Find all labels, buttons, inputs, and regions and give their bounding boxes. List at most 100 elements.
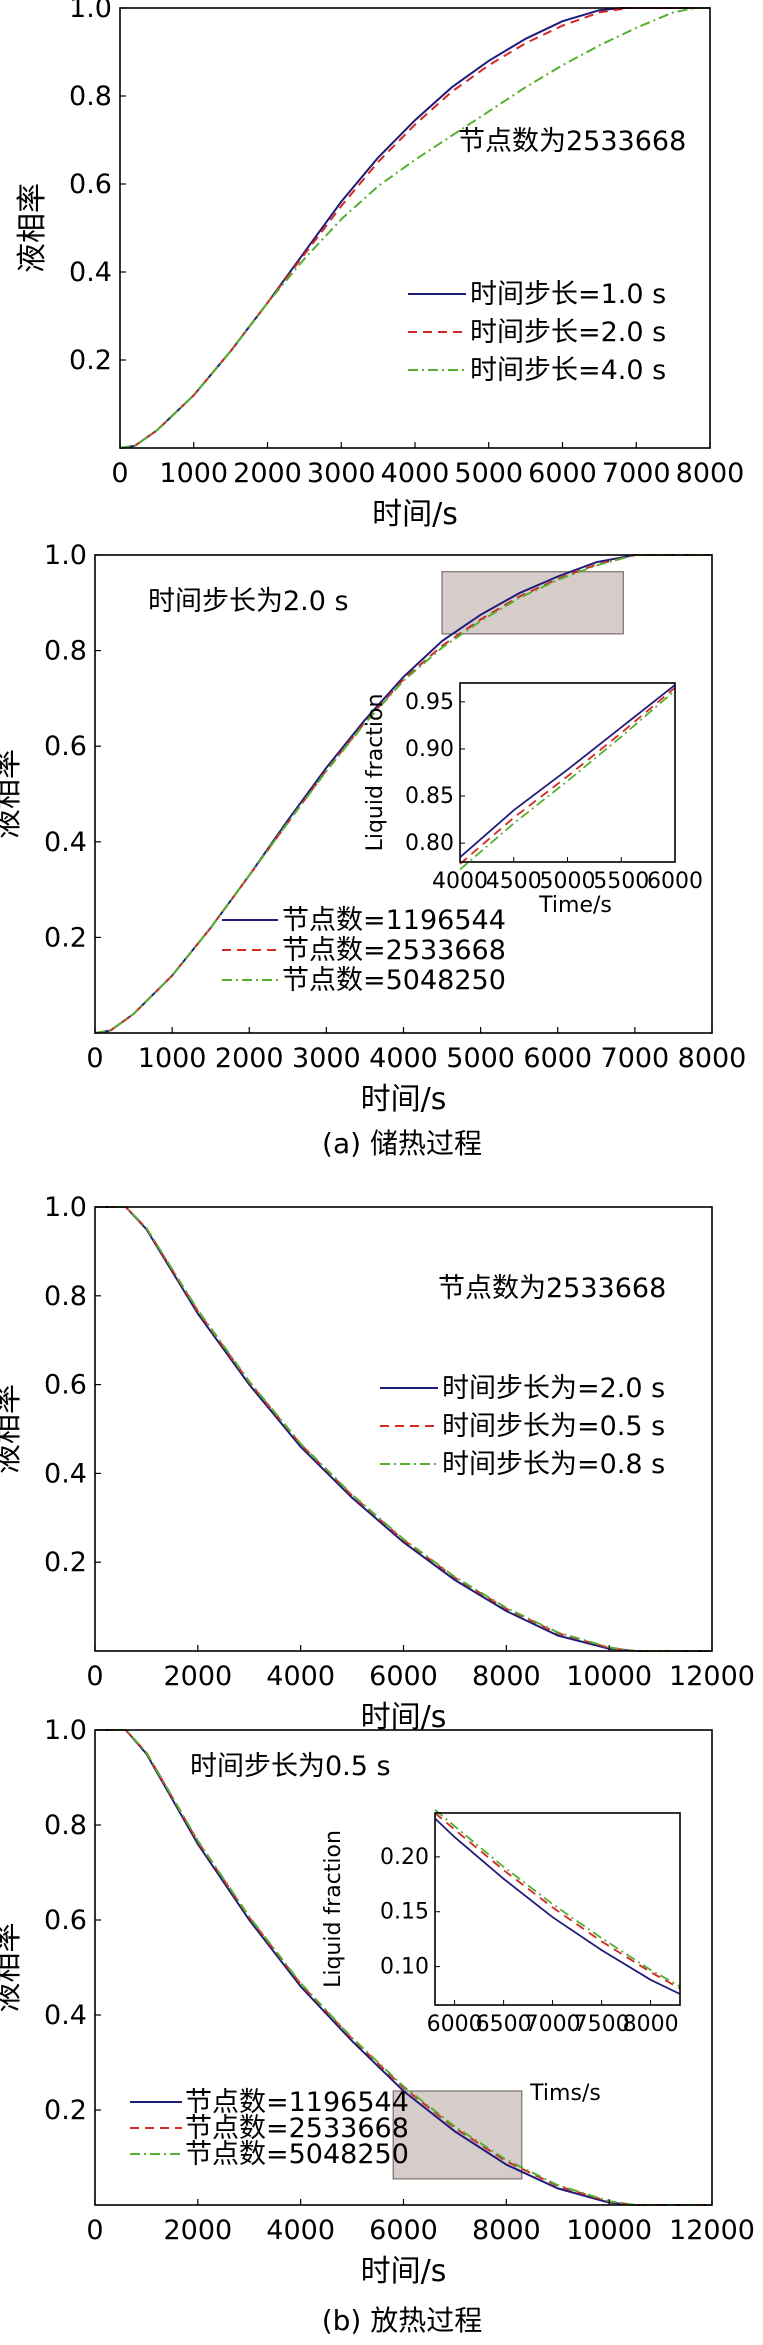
inset-frame: [434, 1812, 681, 2006]
x-tick-label: 12000: [669, 1661, 755, 1692]
zoom-region-box: [392, 2090, 523, 2180]
series-line-2: [95, 1729, 712, 2206]
inset-x-tick-label: 5500: [593, 869, 649, 894]
y-axis-label: 液相率: [0, 1384, 25, 1474]
inset-x-tick-label: 4000: [432, 869, 488, 894]
inset-series-line-1: [459, 684, 676, 858]
legend: 时间步长为=2.0 s 时间步长为=0.5 s 时间步长为=0.8 s: [380, 1373, 665, 1480]
inset-x-tick-label: 8000: [623, 2012, 679, 2037]
legend-label-2: 时间步长=2.0 s: [470, 317, 666, 348]
chart-annotation: 节点数为2533668: [438, 1273, 666, 1304]
legend-label-1: 时间步长=1.0 s: [470, 279, 666, 310]
y-tick-label: 0.4: [44, 1458, 87, 1489]
y-tick-label: 0.6: [69, 169, 112, 200]
inset-y-tick-label: 0.80: [405, 831, 454, 856]
x-tick-label: 2000: [163, 2215, 232, 2246]
inset-x-tick-label: 4500: [486, 869, 542, 894]
legend-label-2: 时间步长为=0.5 s: [442, 1411, 665, 1442]
x-tick-label: 4000: [266, 1661, 335, 1692]
x-tick-label: 2000: [215, 1043, 284, 1074]
inset-x-tick-label: 5000: [540, 869, 596, 894]
x-tick-label: 0: [86, 1043, 103, 1074]
figure-caption-2: (b) 放热过程: [322, 2304, 483, 2337]
y-tick-label: 0.6: [44, 1905, 87, 1936]
x-tick-label: 8000: [472, 1661, 541, 1692]
y-tick-label: 1.0: [69, 0, 112, 24]
inset-x-axis-label: Tims/s: [529, 2081, 601, 2106]
x-axis-label: 时间/s: [372, 497, 458, 532]
x-tick-label: 8000: [472, 2215, 541, 2246]
x-tick-label: 8000: [678, 1043, 747, 1074]
y-tick-label: 0.6: [44, 731, 87, 762]
chart-2: 0 1000 2000 3000 4000 5000 6000 7000 8000 0.2 0.4 0…: [0, 540, 746, 1117]
x-tick-label: 8000: [676, 458, 745, 489]
legend-label-3: 时间步长为=0.8 s: [442, 1449, 665, 1480]
y-tick-label: 1.0: [44, 540, 87, 571]
series-line-3: [94, 554, 712, 1034]
inset-y-tick-label: 0.10: [380, 1955, 429, 1980]
y-tick-label: 0.2: [44, 922, 87, 953]
x-tick-label: 5000: [454, 458, 523, 489]
y-tick-label: 0.2: [44, 1547, 87, 1578]
series-line-3: [95, 1729, 712, 2206]
x-tick-label: 7000: [602, 458, 671, 489]
x-tick-label: 12000: [669, 2215, 755, 2246]
legend-label-1: 时间步长为=2.0 s: [442, 1373, 665, 1404]
chart-annotation: 时间步长为0.5 s: [190, 1751, 391, 1782]
inset-series-line-2: [459, 687, 676, 865]
figure-caption-1: (a) 储热过程: [322, 1127, 482, 1160]
legend-label-2: 节点数=2533668: [282, 935, 506, 966]
inset-x-tick-label: 6000: [647, 869, 703, 894]
inset-y-axis-label: Liquid fraction: [321, 1830, 346, 1988]
inset-series-line-3: [459, 689, 676, 871]
y-tick-label: 0.4: [44, 2000, 87, 2031]
x-tick-label: 6000: [523, 1043, 592, 1074]
legend-label-3: 节点数=5048250: [185, 2139, 409, 2170]
inset-x-tick-label: 7000: [525, 2012, 581, 2037]
x-axis-label: 时间/s: [361, 1082, 447, 1117]
x-tick-label: 3000: [307, 458, 376, 489]
y-axis-label: 液相率: [0, 1923, 25, 2013]
x-tick-label: 3000: [292, 1043, 361, 1074]
chart-annotation: 节点数为2533668: [458, 126, 686, 157]
x-tick-label: 1000: [159, 458, 228, 489]
y-tick-label: 1.0: [44, 1192, 87, 1223]
inset-series-line-1: [434, 1817, 681, 1995]
legend-label-3: 节点数=5048250: [282, 965, 506, 996]
x-tick-label: 6000: [369, 1661, 438, 1692]
y-axis-label: 液相率: [15, 183, 50, 273]
chart-1: 0 1000 2000 3000 4000 5000 6000 7000 8000 0.2 0.4 0…: [15, 0, 744, 532]
legend-label-2: 节点数=2533668: [185, 2113, 409, 2144]
y-tick-label: 0.8: [44, 1810, 87, 1841]
inset-x-tick-label: 6000: [427, 2012, 483, 2037]
x-tick-label: 10000: [566, 2215, 652, 2246]
inset-y-tick-label: 0.85: [405, 784, 454, 809]
legend-label-1: 节点数=1196544: [282, 905, 506, 936]
inset-y-tick-label: 0.15: [380, 1900, 429, 1925]
x-tick-label: 6000: [369, 2215, 438, 2246]
chart-annotation: 时间步长为2.0 s: [148, 586, 349, 617]
inset-series-line-3: [434, 1809, 681, 1988]
legend: 时间步长=1.0 s 时间步长=2.0 s 时间步长=4.0 s: [408, 279, 666, 386]
x-tick-label: 6000: [528, 458, 597, 489]
y-tick-label: 0.4: [44, 827, 87, 858]
y-tick-label: 0.8: [44, 1281, 87, 1312]
x-tick-label: 0: [111, 458, 128, 489]
y-axis-label: 液相率: [0, 749, 25, 839]
y-tick-label: 0.4: [69, 257, 112, 288]
inset-series-line-2: [434, 1812, 681, 1990]
y-tick-label: 0.6: [44, 1370, 87, 1401]
legend-label-1: 节点数=1196544: [185, 2087, 409, 2118]
y-tick-label: 0.8: [69, 81, 112, 112]
y-tick-label: 0.2: [69, 345, 112, 376]
x-axis-label: 时间/s: [361, 2254, 447, 2289]
x-tick-label: 7000: [601, 1043, 670, 1074]
inset-y-tick-label: 0.95: [405, 690, 454, 715]
inset-y-tick-label: 0.20: [380, 1845, 429, 1870]
inset-y-tick-label: 0.90: [405, 737, 454, 762]
x-tick-label: 1000: [138, 1043, 207, 1074]
chart-3: 0 2000 4000 6000 8000 10000 12000 0.2 0.4 0.6 0.8 1…: [0, 1192, 755, 1735]
